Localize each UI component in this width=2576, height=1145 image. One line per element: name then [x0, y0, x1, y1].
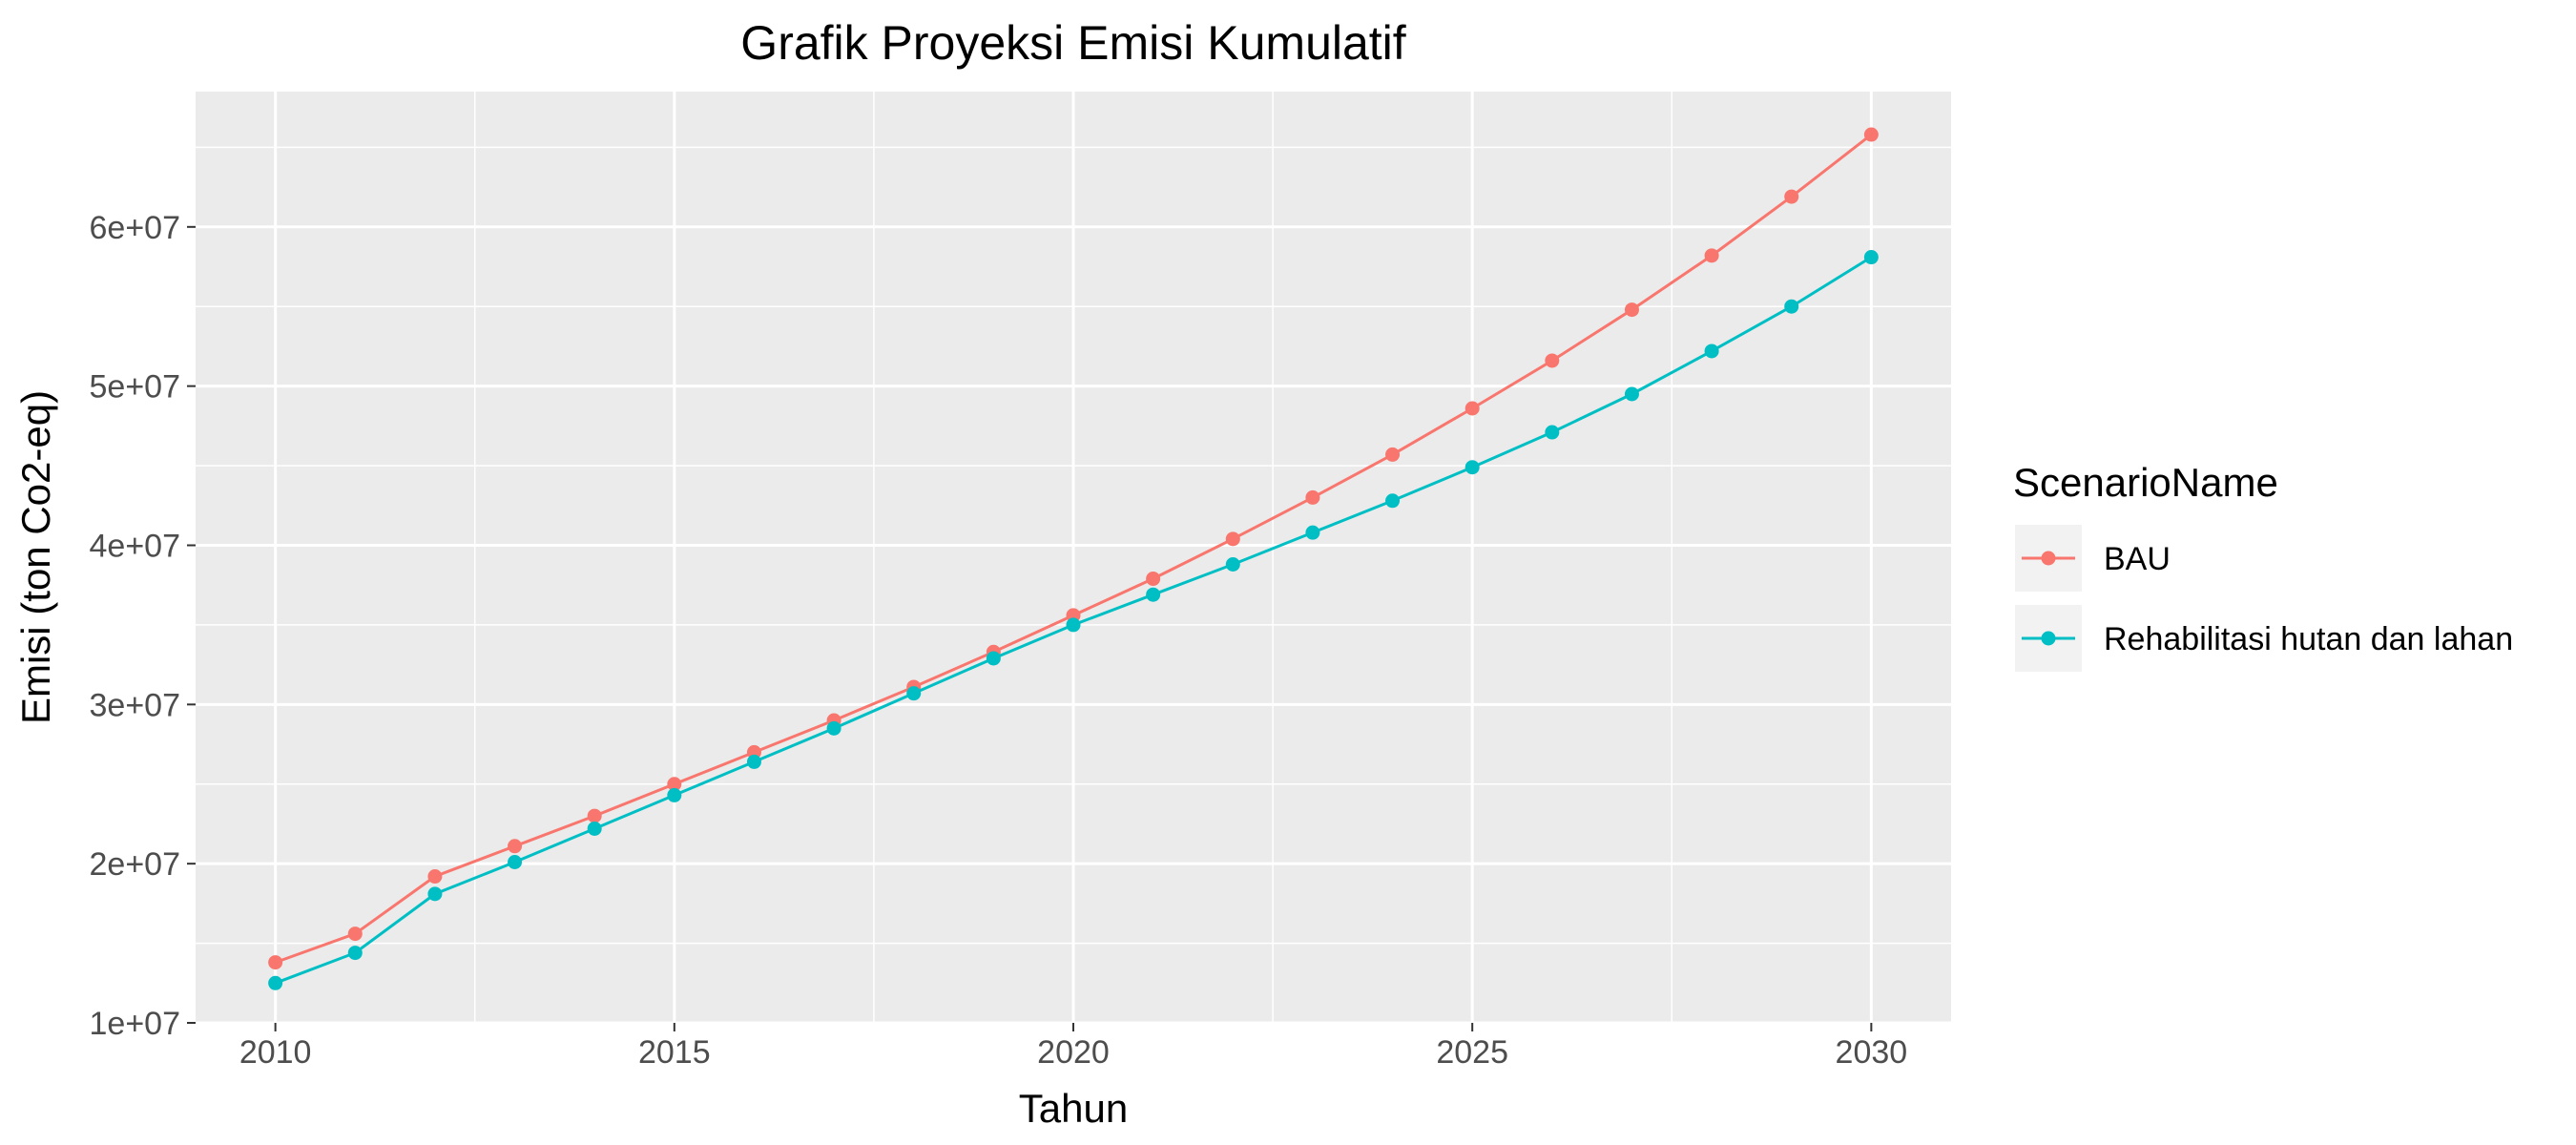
data-point: [1146, 572, 1161, 587]
x-axis-title: Tahun: [1019, 1086, 1128, 1131]
data-point: [508, 839, 523, 854]
data-point: [1624, 302, 1639, 318]
data-point: [986, 651, 1001, 666]
x-tick-label: 2030: [1836, 1034, 1908, 1071]
data-point: [1704, 344, 1719, 359]
legend-key-point: [2041, 551, 2056, 566]
data-point: [347, 946, 363, 961]
y-tick-label: 1e+07: [90, 1006, 181, 1042]
data-point: [1704, 248, 1719, 263]
legend-title: ScenarioName: [2013, 460, 2278, 505]
data-point: [1863, 127, 1879, 142]
legend-label: BAU: [2104, 541, 2171, 577]
data-point: [906, 686, 922, 701]
data-point: [1784, 189, 1799, 204]
data-point: [1784, 299, 1799, 314]
x-tick-label: 2015: [638, 1034, 711, 1071]
data-point: [1385, 447, 1401, 462]
data-point: [347, 926, 363, 942]
data-point: [746, 754, 761, 769]
data-point: [667, 777, 682, 792]
legend-items: BAU Rehabilitasi hutan dan lahan: [2015, 525, 2513, 672]
data-point: [1305, 489, 1320, 505]
y-tick-label: 2e+07: [90, 846, 181, 883]
data-point: [1545, 425, 1560, 440]
series-layer: [268, 127, 1879, 990]
y-tick-label: 6e+07: [90, 210, 181, 246]
data-point: [667, 787, 682, 802]
data-point: [1465, 460, 1480, 475]
data-point: [1066, 617, 1081, 633]
data-point: [587, 808, 602, 823]
x-tick-label: 2020: [1037, 1034, 1110, 1071]
data-point: [826, 720, 841, 736]
legend-label: Rehabilitasi hutan dan lahan: [2104, 621, 2513, 657]
data-point: [1146, 587, 1161, 602]
data-point: [427, 886, 443, 902]
x-tick-label: 2025: [1436, 1034, 1508, 1071]
data-point: [1225, 531, 1240, 547]
data-point: [1225, 557, 1240, 572]
legend-key-point: [2041, 631, 2056, 646]
chart-title: Grafik Proyeksi Emisi Kumulatif: [740, 16, 1405, 70]
x-tick-label: 2010: [239, 1034, 312, 1071]
data-point: [508, 854, 523, 869]
data-point: [1465, 401, 1480, 416]
data-point: [1305, 525, 1320, 540]
data-point: [1545, 353, 1560, 368]
data-point: [1385, 493, 1401, 509]
y-tick-label: 4e+07: [90, 528, 181, 564]
y-axis-title: Emisi (ton Co2-eq): [13, 390, 58, 724]
data-point: [1624, 386, 1639, 402]
data-point: [1863, 250, 1879, 265]
y-tick-label: 3e+07: [90, 687, 181, 723]
legend: ScenarioName BAU Rehabilitasi hutan dan l…: [2013, 460, 2513, 672]
y-tick-label: 5e+07: [90, 369, 181, 406]
data-point: [427, 869, 443, 885]
data-point: [587, 821, 602, 836]
data-point: [268, 955, 283, 970]
grid-lines: [196, 92, 1951, 1025]
data-point: [268, 975, 283, 990]
axes: 2010 2015 2020 2025 2030 1e+07 2e+07 3e+07 4e+07…: [90, 210, 1908, 1071]
